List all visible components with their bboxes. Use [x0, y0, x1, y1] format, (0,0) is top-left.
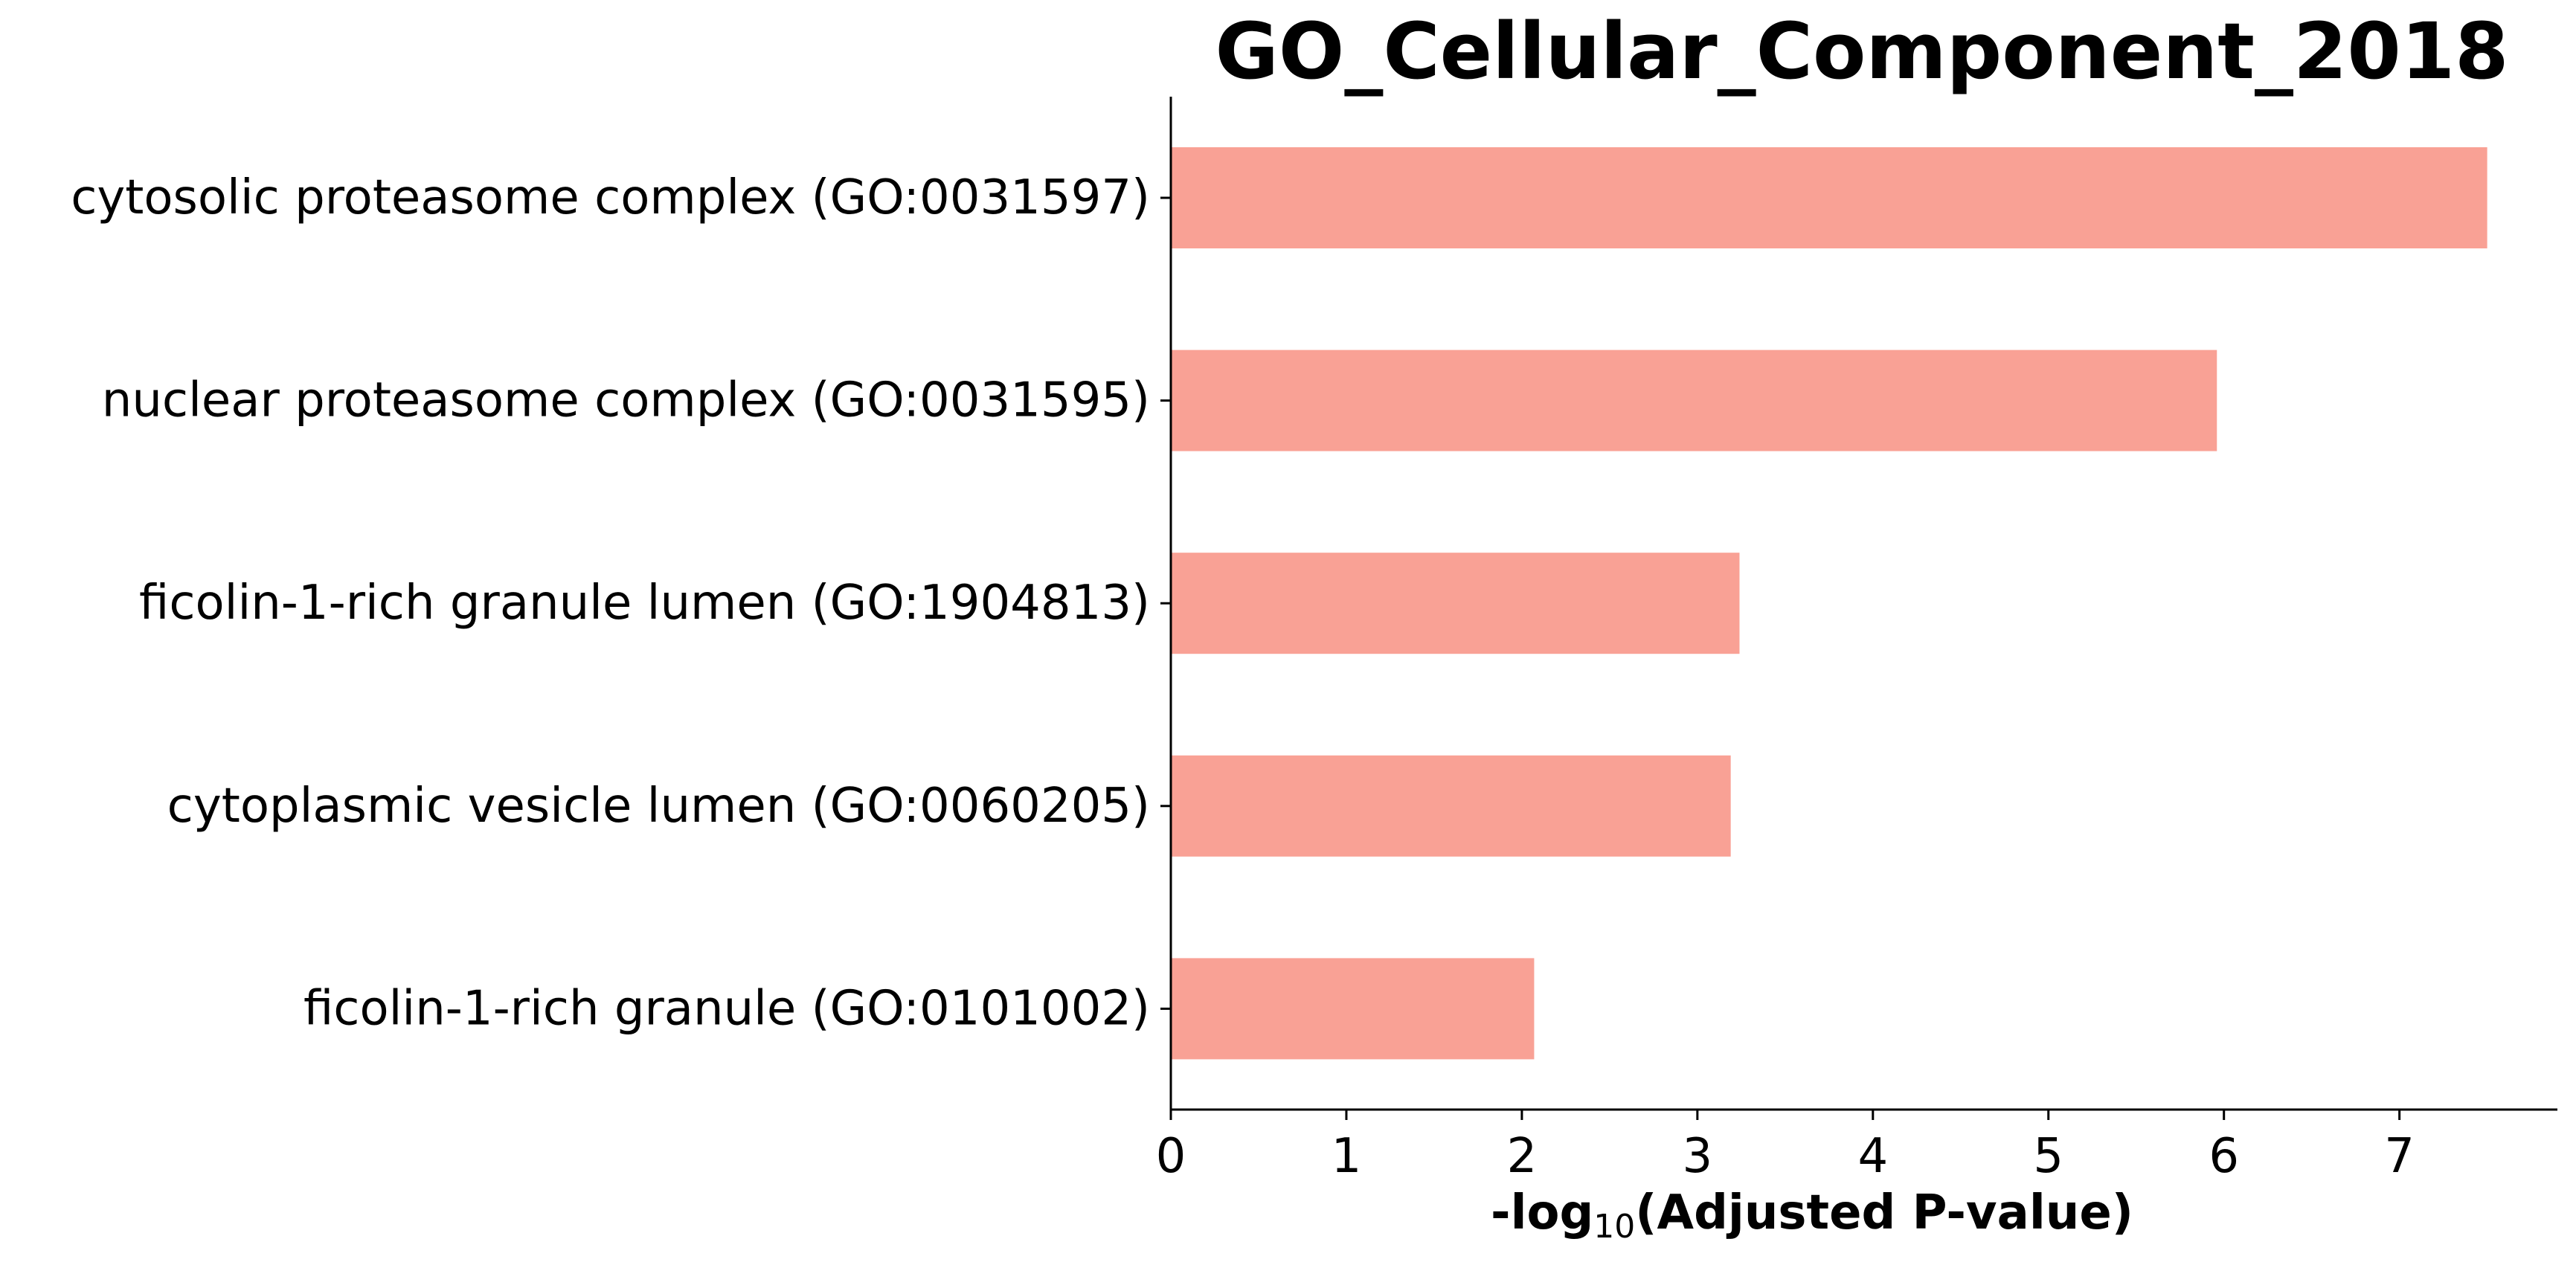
category-labels: cytosolic proteasome complex (GO:0031597…: [71, 170, 1171, 1036]
category-label: cytosolic proteasome complex (GO:0031597…: [71, 170, 1150, 225]
category-label: ficolin-1-rich granule lumen (GO:1904813…: [139, 576, 1150, 631]
bar: [1171, 755, 1731, 857]
x-tick-label: 2: [1507, 1129, 1538, 1184]
x-axis-title-suffix: (Adjusted P-value): [1635, 1185, 2133, 1240]
x-tick-label: 0: [1156, 1129, 1186, 1184]
x-tick-label: 4: [1857, 1129, 1888, 1184]
x-tick-label: 5: [2033, 1129, 2063, 1184]
x-tick-label: 3: [1682, 1129, 1712, 1184]
bars-layer: [1171, 147, 2487, 1060]
x-axis-title-subscript: 10: [1593, 1208, 1635, 1246]
x-tick-label: 6: [2209, 1129, 2239, 1184]
category-label: cytoplasmic vesicle lumen (GO:0060205): [167, 779, 1150, 834]
bar: [1171, 350, 2217, 451]
x-ticks: 0 1 2 3 4 5 6 7: [1156, 1110, 2415, 1184]
x-axis-title: -log10(Adjusted P-value): [1491, 1185, 2133, 1246]
category-label: ficolin-1-rich granule (GO:0101002): [303, 981, 1150, 1036]
chart-title: GO_Cellular_Component_2018: [1215, 6, 2509, 97]
x-axis-title-prefix: -log: [1491, 1185, 1593, 1240]
bar: [1171, 553, 1740, 654]
bar: [1171, 147, 2487, 248]
x-tick-label: 7: [2384, 1129, 2415, 1184]
x-tick-label: 1: [1332, 1129, 1362, 1184]
category-label: nuclear proteasome complex (GO:0031595): [102, 373, 1150, 428]
bar: [1171, 958, 1535, 1060]
